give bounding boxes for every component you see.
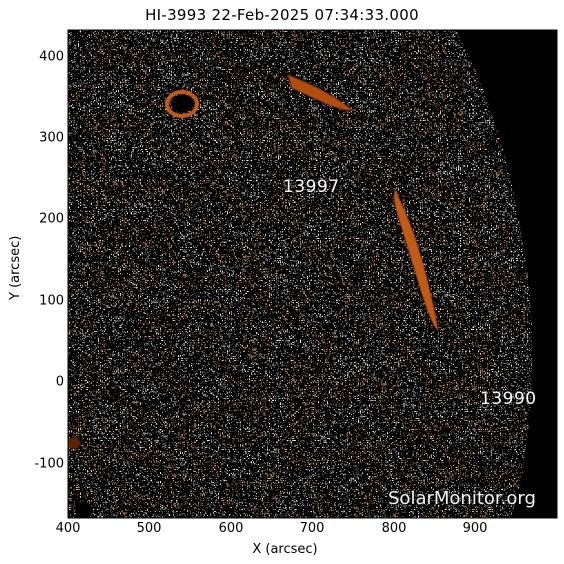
y-tick-label: 300: [39, 130, 64, 146]
watermark: SolarMonitor.org: [388, 488, 536, 509]
x-tick-label: 500: [136, 521, 162, 536]
region-label-13997: 13997: [283, 177, 340, 197]
tick-marks: [67, 56, 476, 518]
x-tick-label: 600: [218, 521, 244, 536]
filament-central: [393, 188, 439, 332]
x-tick-label: 900: [462, 521, 488, 536]
y-tick-label: 200: [39, 211, 64, 227]
y-tick-label: 100: [39, 293, 64, 309]
x-tick-label: 400: [55, 521, 81, 536]
off-disk-space: [456, 30, 557, 518]
x-tick-label: 800: [381, 521, 407, 536]
x-axis-label: X (arcsec): [252, 542, 318, 557]
spot-left: [68, 437, 80, 449]
y-tick-label: 400: [39, 49, 64, 65]
fine-structure: [68, 30, 557, 518]
sunspot-upper: [171, 95, 193, 113]
y-axis-label: Y (arcsec): [8, 235, 23, 300]
spot-bottom-left: [75, 502, 93, 518]
x-tick-label: 700: [299, 521, 325, 536]
filament-north: [287, 74, 354, 111]
sunspot-upper-penumbra: [165, 90, 199, 118]
y-tick-label: 0: [55, 374, 64, 390]
plot-title: HI-3993 22-Feb-2025 07:34:33.000: [145, 6, 419, 24]
y-tick-label: -100: [34, 456, 64, 472]
region-label-13990: 13990: [480, 389, 537, 409]
